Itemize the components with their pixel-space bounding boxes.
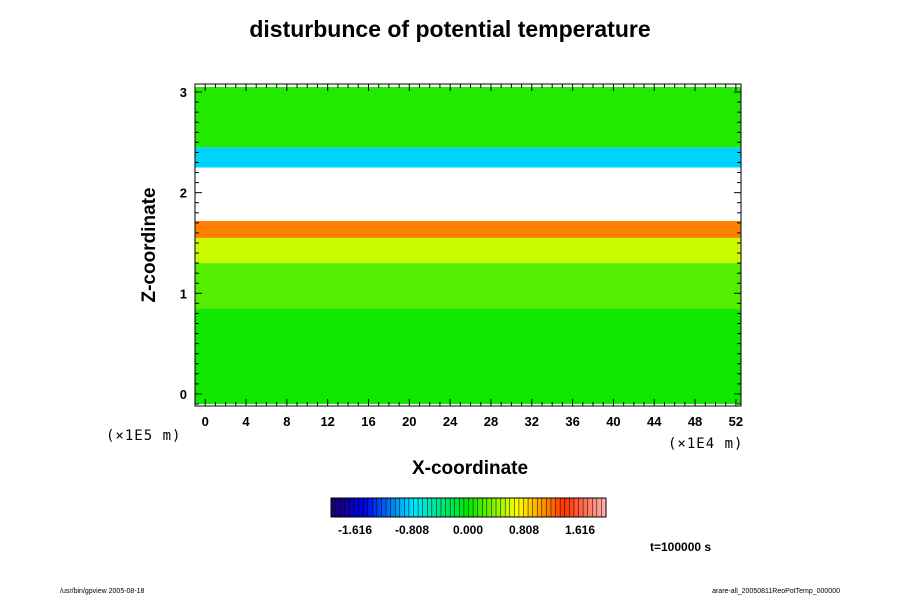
heat-band xyxy=(195,237,741,264)
x-tick-label: 0 xyxy=(202,414,209,429)
x-tick-label: 32 xyxy=(525,414,539,429)
heat-band xyxy=(195,167,741,221)
footer-right: arare-all_20050811ReoPotTemp_000000 xyxy=(712,588,840,595)
x-tick-label: 20 xyxy=(402,414,416,429)
x-tick-label: 4 xyxy=(242,414,250,429)
heat-band xyxy=(195,147,741,168)
heatmap-field xyxy=(195,87,741,404)
colorbar-tick-label: -0.808 xyxy=(394,523,430,537)
plot-frame xyxy=(194,83,742,407)
y-tick-label: 2 xyxy=(180,186,187,201)
x-tick-label: 52 xyxy=(729,414,743,429)
x-tick-label: 48 xyxy=(688,414,702,429)
colorbar-tick-label: 1.616 xyxy=(564,523,596,537)
x-tick-label: 12 xyxy=(320,414,334,429)
heat-band xyxy=(195,263,741,309)
x-tick-label: 36 xyxy=(565,414,579,429)
colorbar-tick-label: 0.808 xyxy=(508,523,540,537)
y-tick-label: 1 xyxy=(180,286,187,301)
colorbar-frame xyxy=(330,497,607,518)
heat-band xyxy=(195,308,741,404)
x-tick-label: 24 xyxy=(443,414,458,429)
x-axis-title: X-coordinate xyxy=(411,458,529,479)
x-tick-label: 44 xyxy=(647,414,662,429)
x-tick-label: 8 xyxy=(283,414,290,429)
heat-band xyxy=(195,87,741,148)
x-tick-label: 16 xyxy=(361,414,375,429)
footer-left: /usr/bin/gpview 2005-08-18 xyxy=(60,588,145,595)
colorbar-tick-label: 0.000 xyxy=(452,523,484,537)
y-tick-label: 3 xyxy=(180,85,187,100)
colorbar-tick-label: -1.616 xyxy=(337,523,373,537)
x-axis-unit: (×1E4 m) xyxy=(668,436,744,452)
x-tick-label: 28 xyxy=(484,414,498,429)
colorbar xyxy=(330,497,607,518)
y-axis-unit: (×1E5 m) xyxy=(106,428,182,444)
x-tick-label: 40 xyxy=(606,414,620,429)
heat-band xyxy=(195,220,741,238)
time-label: t=100000 s xyxy=(650,540,712,554)
chart-title: disturbunce of potential temperature xyxy=(249,16,651,42)
y-axis-title: Z-coordinate xyxy=(139,187,160,303)
y-tick-label: 0 xyxy=(180,387,187,402)
